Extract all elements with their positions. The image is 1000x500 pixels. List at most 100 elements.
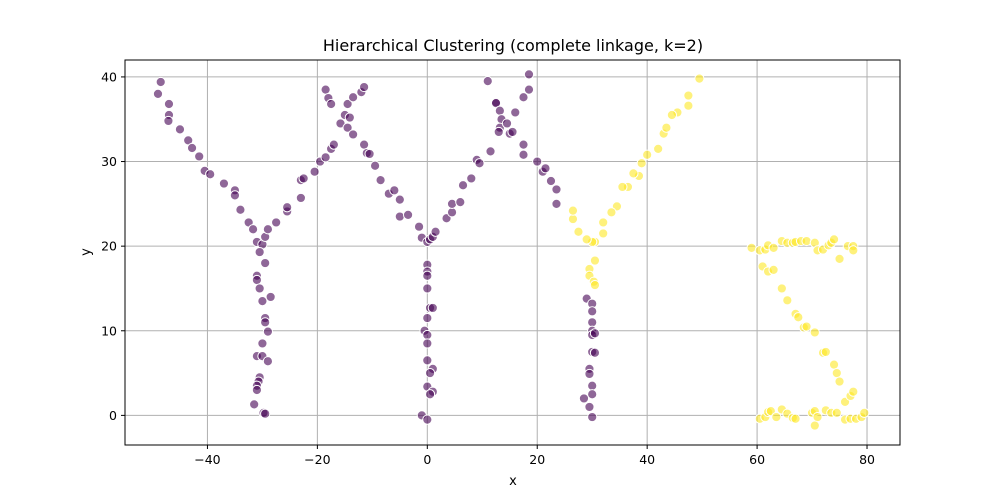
data-point-cluster-0 — [523, 84, 535, 95]
data-point-cluster-1 — [606, 207, 617, 218]
data-point-cluster-0 — [186, 142, 198, 154]
data-point-cluster-0 — [364, 148, 375, 160]
data-point-cluster-0 — [262, 224, 274, 235]
data-point-cluster-1 — [801, 235, 812, 247]
chart-title: Hierarchical Clustering (complete linkag… — [323, 36, 703, 55]
data-point-cluster-0 — [457, 180, 469, 191]
x-tick-label: 60 — [749, 452, 765, 467]
x-axis-label: x — [509, 474, 517, 489]
data-point-cluster-0 — [342, 122, 353, 133]
data-point-cluster-1 — [567, 213, 579, 225]
data-point-cluster-0 — [389, 185, 400, 196]
data-point-cluster-0 — [427, 302, 438, 314]
data-point-cluster-1 — [834, 376, 845, 387]
data-point-cluster-0 — [532, 156, 543, 167]
data-point-cluster-0 — [271, 217, 282, 228]
data-point-cluster-0 — [342, 98, 353, 110]
data-point-cluster-0 — [430, 226, 441, 237]
data-point-cluster-0 — [326, 98, 337, 110]
data-point-cluster-1 — [831, 407, 842, 418]
data-point-cluster-0 — [194, 151, 205, 162]
data-point-cluster-0 — [422, 338, 433, 349]
data-point-cluster-0 — [518, 139, 529, 150]
data-point-cluster-1 — [636, 158, 647, 169]
y-tick-label: 30 — [101, 154, 117, 169]
data-point-cluster-0 — [587, 317, 598, 328]
data-point-cluster-0 — [523, 69, 535, 80]
data-point-cluster-0 — [262, 326, 274, 337]
data-point-cluster-1 — [848, 245, 859, 256]
data-point-cluster-0 — [257, 338, 268, 349]
data-point-cluster-0 — [422, 312, 433, 324]
data-point-cluster-0 — [507, 126, 518, 138]
data-point-cluster-0 — [152, 88, 164, 99]
x-tick-label: 20 — [529, 452, 545, 467]
data-point-cluster-1 — [581, 234, 592, 245]
data-point-cluster-0 — [282, 202, 293, 213]
data-point-cluster-0 — [485, 146, 496, 157]
data-point-cluster-0 — [247, 224, 259, 235]
data-point-cluster-1 — [653, 143, 664, 154]
y-tick-label: 10 — [101, 323, 117, 338]
x-tick-label: −20 — [304, 452, 330, 467]
data-point-cluster-0 — [205, 169, 216, 180]
data-point-cluster-0 — [369, 160, 381, 171]
data-point-cluster-0 — [474, 158, 485, 169]
data-point-cluster-0 — [584, 401, 595, 413]
data-point-cluster-0 — [358, 81, 370, 93]
data-point-cluster-1 — [642, 149, 653, 160]
data-point-cluster-1 — [793, 312, 804, 323]
data-point-cluster-0 — [251, 274, 263, 286]
data-point-cluster-1 — [820, 346, 831, 358]
data-point-cluster-1 — [683, 100, 694, 111]
data-point-cluster-0 — [254, 283, 265, 294]
data-point-cluster-0 — [229, 190, 241, 201]
data-point-cluster-0 — [163, 115, 174, 127]
data-point-cluster-1 — [828, 234, 840, 245]
data-point-cluster-1 — [617, 181, 628, 193]
data-point-cluster-1 — [771, 411, 782, 423]
y-tick-label: 20 — [101, 239, 117, 254]
data-point-cluster-1 — [776, 283, 787, 294]
data-point-cluster-1 — [809, 327, 820, 338]
data-point-cluster-0 — [163, 98, 175, 110]
data-point-cluster-0 — [466, 173, 477, 184]
data-point-cluster-0 — [584, 368, 595, 380]
data-point-cluster-0 — [174, 124, 186, 135]
x-tick-label: 0 — [423, 452, 431, 467]
data-point-cluster-0 — [424, 389, 436, 400]
data-point-cluster-0 — [402, 209, 414, 220]
data-point-cluster-0 — [320, 152, 331, 163]
plot-frame — [124, 59, 901, 446]
data-point-cluster-0 — [422, 355, 433, 366]
data-point-cluster-1 — [694, 73, 705, 84]
data-point-cluster-0 — [518, 149, 529, 160]
points-layer — [152, 69, 870, 431]
data-point-cluster-0 — [551, 184, 562, 195]
data-point-cluster-0 — [422, 270, 433, 281]
data-point-cluster-0 — [510, 107, 521, 118]
data-point-cluster-0 — [413, 221, 425, 232]
y-tick-label: 40 — [101, 69, 117, 84]
data-point-cluster-0 — [235, 204, 246, 215]
data-point-cluster-1 — [598, 217, 609, 228]
data-point-cluster-0 — [358, 139, 370, 150]
data-point-cluster-0 — [551, 198, 562, 209]
data-point-cluster-0 — [501, 118, 513, 129]
data-point-cluster-0 — [320, 84, 331, 95]
data-point-cluster-1 — [683, 90, 694, 101]
data-point-cluster-1 — [782, 295, 793, 306]
data-point-cluster-1 — [790, 413, 801, 424]
data-point-cluster-0 — [587, 380, 598, 391]
data-point-cluster-1 — [768, 242, 779, 253]
data-point-cluster-0 — [251, 384, 263, 396]
data-point-cluster-1 — [628, 168, 639, 179]
data-point-cluster-0 — [309, 166, 320, 177]
data-point-cluster-0 — [257, 296, 268, 307]
data-point-cluster-1 — [661, 122, 672, 133]
data-point-cluster-1 — [834, 253, 845, 264]
data-point-cluster-0 — [424, 367, 436, 379]
data-point-cluster-0 — [265, 291, 276, 303]
data-point-cluster-1 — [859, 407, 870, 418]
